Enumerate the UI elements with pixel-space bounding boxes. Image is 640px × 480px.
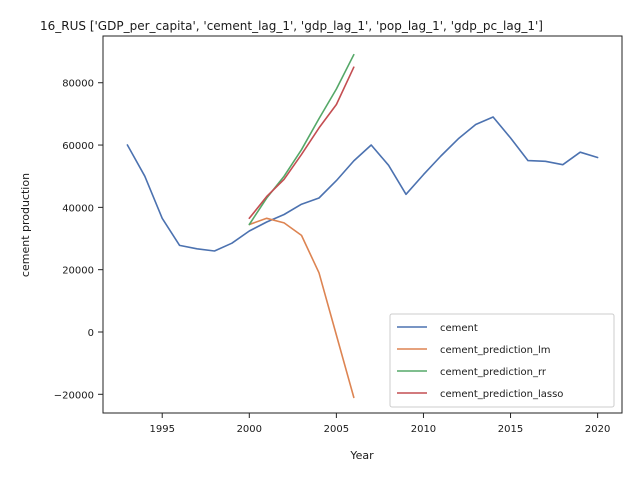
series-lines bbox=[126, 53, 599, 399]
x-tick-label: 2020 bbox=[585, 424, 610, 435]
series-line-cement-prediction-lasso bbox=[248, 66, 355, 220]
y-tick-label: −20000 bbox=[54, 390, 94, 401]
x-tick-label: 2015 bbox=[498, 424, 523, 435]
y-tick-label: 20000 bbox=[62, 266, 94, 277]
x-axis: 1995 2000 2005 2010 2015 2020 bbox=[149, 413, 610, 435]
chart-title: 16_RUS ['GDP_per_capita', 'cement_lag_1'… bbox=[40, 19, 543, 33]
series-line-cement bbox=[126, 116, 599, 252]
y-axis-label: cement production bbox=[19, 173, 32, 277]
legend: cement cement_prediction_lm cement_predict… bbox=[389, 313, 615, 408]
legend-entry: cement bbox=[440, 323, 478, 334]
x-tick-label: 2005 bbox=[324, 424, 349, 435]
series-line-cement-prediction-rr bbox=[248, 53, 355, 226]
y-axis: −20000 0 20000 40000 60000 80000 bbox=[54, 79, 103, 401]
legend-entry: cement_prediction_rr bbox=[440, 367, 547, 378]
x-axis-label: Year bbox=[349, 449, 374, 462]
x-tick-label: 2010 bbox=[411, 424, 436, 435]
y-tick-label: 0 bbox=[88, 328, 94, 339]
x-tick-label: 2000 bbox=[237, 424, 262, 435]
series-line-cement-prediction-lm bbox=[248, 217, 355, 399]
y-tick-label: 40000 bbox=[62, 203, 94, 214]
x-tick-label: 1995 bbox=[149, 424, 174, 435]
legend-entry: cement_prediction_lasso bbox=[440, 389, 563, 400]
y-tick-label: 80000 bbox=[62, 79, 94, 90]
legend-box bbox=[389, 313, 615, 408]
legend-entry: cement_prediction_lm bbox=[440, 345, 551, 356]
y-tick-label: 60000 bbox=[62, 141, 94, 152]
